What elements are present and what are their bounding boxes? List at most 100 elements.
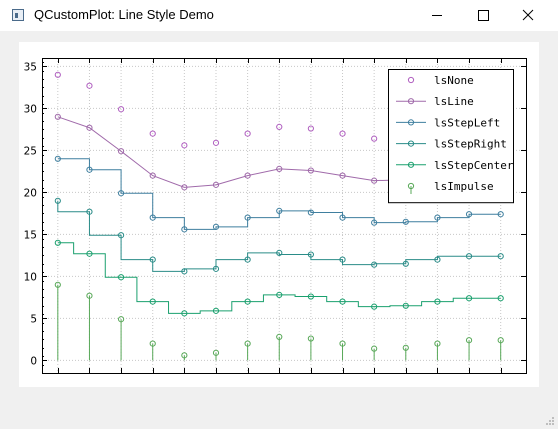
data-point xyxy=(244,130,251,137)
axis-frame xyxy=(42,58,527,374)
legend-swatch-marker xyxy=(407,119,415,126)
series-line-lsStepRight xyxy=(57,200,501,272)
data-point xyxy=(54,239,61,246)
y-tick-label: 35 xyxy=(24,62,37,74)
data-point xyxy=(181,268,188,275)
data-point xyxy=(402,302,409,309)
data-point xyxy=(149,340,156,347)
data-point xyxy=(117,274,125,281)
data-point xyxy=(149,172,156,179)
data-point xyxy=(402,344,409,351)
resize-grip-icon[interactable] xyxy=(545,416,555,426)
legend-swatch-marker xyxy=(407,98,415,105)
data-point xyxy=(307,251,314,258)
data-point xyxy=(212,265,220,272)
data-point xyxy=(54,155,61,162)
legend-swatch-marker xyxy=(407,182,415,190)
data-point xyxy=(212,223,220,230)
data-point xyxy=(307,209,314,216)
y-tick-label: 10 xyxy=(24,272,37,284)
legend-item-lsNone[interactable]: lsNone xyxy=(407,74,474,87)
maximize-icon xyxy=(478,10,489,21)
data-point xyxy=(117,106,125,113)
data-point xyxy=(54,281,61,288)
legend-item-lsLine[interactable]: lsLine xyxy=(396,95,474,108)
series-lsImpulse xyxy=(54,281,504,361)
series-lsStepCenter xyxy=(54,239,504,317)
data-point xyxy=(117,316,125,323)
y-tick-label: 0 xyxy=(30,356,37,368)
data-point xyxy=(86,124,93,131)
data-point xyxy=(371,135,378,142)
title-bar[interactable]: QCustomPlot: Line Style Demo xyxy=(0,0,558,31)
data-point xyxy=(276,123,283,130)
data-point xyxy=(181,352,188,359)
data-point xyxy=(54,113,61,120)
data-point xyxy=(244,298,251,305)
data-point xyxy=(117,232,125,239)
data-point xyxy=(276,165,283,172)
series-line-lsStepLeft xyxy=(57,158,501,230)
data-point xyxy=(276,291,283,298)
data-point xyxy=(86,208,93,215)
data-point xyxy=(181,226,188,233)
data-point xyxy=(244,256,251,263)
data-point xyxy=(149,130,156,137)
data-point xyxy=(371,261,378,268)
legend-item-lsStepCenter[interactable]: lsStepCenter xyxy=(396,159,514,172)
data-point xyxy=(86,166,93,173)
data-point xyxy=(371,219,378,226)
data-point xyxy=(307,335,314,342)
close-icon xyxy=(522,9,534,21)
data-point xyxy=(307,125,314,132)
data-point xyxy=(117,190,125,197)
data-point xyxy=(307,293,314,300)
legend-swatch-marker xyxy=(407,140,415,147)
series-lsStepLeft xyxy=(54,155,504,233)
plot-area[interactable]: 0 5 10 15 20 25 30 35 lsNone lsLine lsStepLeft lsS… xyxy=(19,42,539,387)
data-point xyxy=(307,167,314,174)
data-point xyxy=(339,256,346,263)
legend-item-lsStepRight[interactable]: lsStepRight xyxy=(396,138,507,151)
data-point xyxy=(149,214,156,221)
data-point xyxy=(497,253,504,260)
axes: 0 5 10 15 20 25 30 35 xyxy=(24,58,527,374)
legend[interactable]: lsNone lsLine lsStepLeft lsStepRight lsStepC… xyxy=(388,69,514,204)
data-point xyxy=(86,292,93,299)
data-point xyxy=(212,139,220,146)
series-lsStepRight xyxy=(54,197,504,275)
legend-label: lsNone xyxy=(434,74,474,87)
y-tick-label: 5 xyxy=(30,314,37,326)
data-point xyxy=(181,310,188,317)
line-style-chart[interactable]: 0 5 10 15 20 25 30 35 lsNone lsLine lsStepLeft lsS… xyxy=(19,42,539,387)
minimize-icon xyxy=(432,15,442,16)
close-button[interactable] xyxy=(506,0,552,31)
y-tick-label: 20 xyxy=(24,188,37,200)
legend-swatch-marker xyxy=(407,161,415,168)
legend-label: lsStepLeft xyxy=(434,116,500,129)
data-point xyxy=(212,307,220,314)
data-point xyxy=(339,298,346,305)
data-point xyxy=(339,172,346,179)
data-point xyxy=(276,207,283,214)
maximize-button[interactable] xyxy=(460,0,506,31)
series-line-lsStepCenter xyxy=(57,242,501,314)
y-tick-label: 30 xyxy=(24,104,37,116)
data-point xyxy=(54,197,61,204)
data-point xyxy=(54,71,61,78)
legend-box[interactable] xyxy=(388,69,514,204)
data-point xyxy=(149,256,156,263)
data-point xyxy=(276,249,283,256)
legend-item-lsStepLeft[interactable]: lsStepLeft xyxy=(396,116,500,129)
data-point xyxy=(434,340,441,347)
data-point xyxy=(371,177,378,184)
legend-item-lsImpulse[interactable]: lsImpulse xyxy=(407,180,494,194)
data-point xyxy=(465,337,473,344)
data-point xyxy=(497,337,504,344)
data-point xyxy=(212,349,220,356)
minimize-button[interactable] xyxy=(414,0,460,31)
data-point xyxy=(465,211,473,218)
data-point xyxy=(434,298,441,305)
data-point xyxy=(465,295,473,302)
